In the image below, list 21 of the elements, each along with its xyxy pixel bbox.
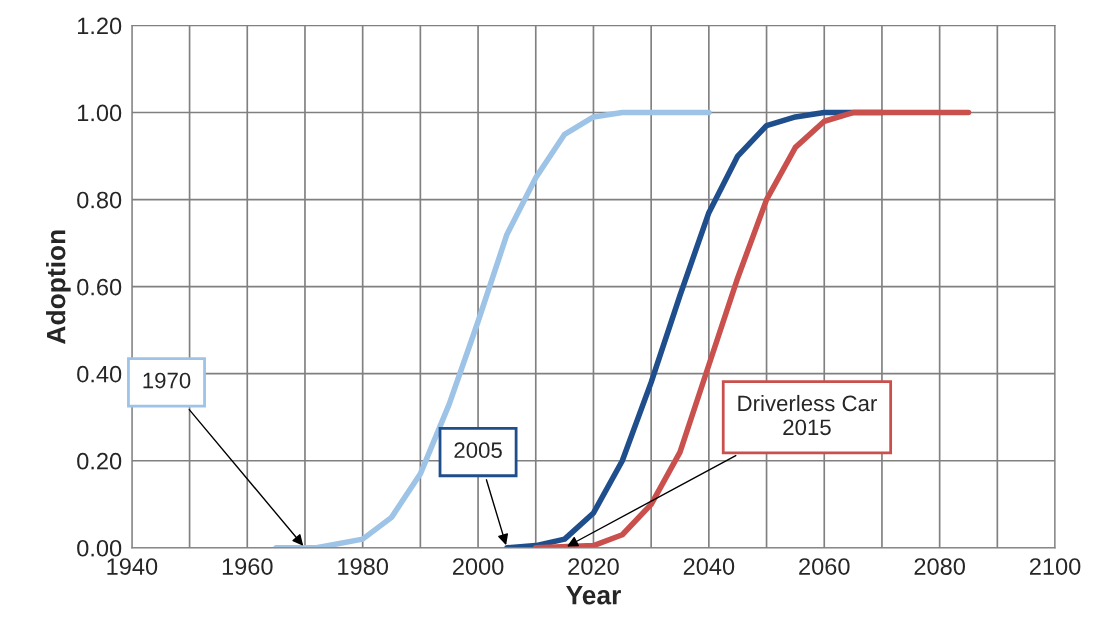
y-tick-label: 0.40 (77, 365, 122, 383)
annotation: 1970 (143, 372, 191, 389)
x-tick-label: 2020 (568, 558, 619, 575)
y-tick-label: 1.20 (78, 17, 122, 35)
x-tick-label: 2080 (914, 558, 965, 575)
x-axis-title: Year (566, 586, 621, 605)
x-tick-label: 1940 (107, 558, 158, 575)
x-tick-label: 2000 (452, 558, 504, 575)
y-tick-label: 0.80 (77, 191, 122, 209)
x-tick-label: 1960 (222, 558, 273, 575)
y-axis-title: Adoption (46, 230, 71, 344)
annotation: Driverless Car 2015 (738, 394, 877, 436)
y-tick-label: 0.60 (77, 278, 122, 296)
x-tick-label: 2060 (799, 558, 850, 575)
x-tick-label: 2100 (1029, 558, 1081, 575)
annotation: 2005 (454, 442, 502, 459)
y-tick-label: 1.00 (78, 104, 122, 122)
x-tick-label: 2040 (683, 558, 735, 575)
x-tick-label: 1980 (338, 558, 389, 575)
y-tick-label: 0.20 (77, 452, 122, 470)
y-tick-label: 0.00 (77, 539, 122, 557)
